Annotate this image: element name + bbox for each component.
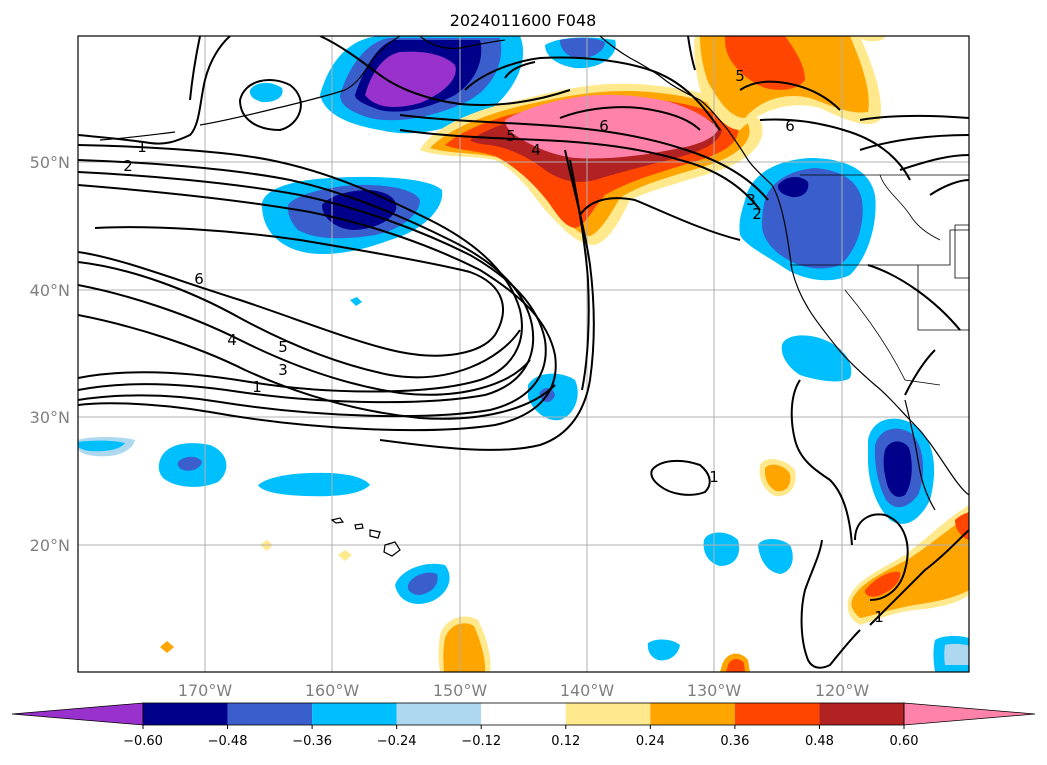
colorbar-swatch bbox=[650, 703, 735, 725]
colorbar-extend-high bbox=[903, 702, 1036, 726]
colorbar-swatch bbox=[734, 703, 820, 725]
contour-label: 6 bbox=[599, 117, 609, 135]
latitude-labels: 50°N 40°N 30°N 20°N bbox=[30, 153, 70, 555]
contour-labels: 1 2 6 4 5 3 1 5 4 6 5 6 3 2 1 1 bbox=[123, 67, 884, 626]
colorbar-tick-label: 0.60 bbox=[890, 734, 919, 749]
colorbar-ticks: −0.60 −0.48 −0.36 −0.24 −0.12 0.12 0.24 0.36 0.4… bbox=[123, 725, 918, 749]
contour-label: 2 bbox=[123, 157, 133, 175]
colorbar-tick-label: 0.36 bbox=[720, 734, 749, 749]
lon-label-130w: 130°W bbox=[687, 681, 742, 700]
contour-label: 1 bbox=[709, 468, 719, 486]
colorbar-tick-label: −0.36 bbox=[292, 734, 332, 749]
colorbar-swatch bbox=[312, 703, 397, 725]
colorbar-swatch bbox=[227, 703, 313, 725]
lat-label-30n: 30°N bbox=[30, 408, 70, 427]
contour-label: 1 bbox=[252, 378, 262, 396]
contour-label: 5 bbox=[278, 338, 288, 356]
colorbar-tick-label: −0.60 bbox=[123, 734, 163, 749]
contour-label: 6 bbox=[194, 270, 204, 288]
colorbar-tick-label: −0.24 bbox=[377, 734, 417, 749]
map-area: 1 2 6 4 5 3 1 5 4 6 5 6 3 2 1 1 bbox=[78, 36, 969, 672]
contour-label: 4 bbox=[227, 331, 237, 349]
graticule bbox=[78, 36, 969, 672]
colorbar-swatch bbox=[481, 703, 566, 725]
colorbar-tick-label: 0.12 bbox=[551, 734, 580, 749]
colorbar-tick-label: 0.48 bbox=[805, 734, 834, 749]
contour-label: 5 bbox=[506, 127, 516, 145]
colorbar-swatch bbox=[143, 703, 228, 725]
colorbar-tick-label: −0.12 bbox=[461, 734, 501, 749]
contour-label: 6 bbox=[785, 117, 795, 135]
longitude-labels: 170°W 160°W 150°W 140°W 130°W 120°W bbox=[178, 681, 870, 700]
coastlines bbox=[99, 36, 969, 557]
map-frame bbox=[77, 35, 970, 673]
colorbar-swatch bbox=[819, 703, 904, 725]
contour-label: 5 bbox=[735, 67, 745, 85]
contour-label: 2 bbox=[752, 205, 762, 223]
contour-label: 3 bbox=[278, 361, 288, 379]
contour-label: 1 bbox=[874, 608, 884, 626]
colorbar-extend-low bbox=[11, 702, 144, 726]
contour-label: 4 bbox=[531, 141, 541, 159]
colorbar-swatches bbox=[11, 702, 1036, 726]
lat-label-50n: 50°N bbox=[30, 153, 70, 172]
colorbar-swatch bbox=[396, 703, 482, 725]
lon-label-160w: 160°W bbox=[305, 681, 360, 700]
contour-label: 3 bbox=[746, 191, 756, 209]
colorbar: −0.60 −0.48 −0.36 −0.24 −0.12 0.12 0.24 0.36 0.4… bbox=[11, 702, 1036, 749]
lon-label-140w: 140°W bbox=[560, 681, 615, 700]
colorbar-frame bbox=[142, 702, 905, 726]
colorbar-swatch bbox=[565, 703, 651, 725]
lon-label-120w: 120°W bbox=[815, 681, 870, 700]
colorbar-tick-label: −0.48 bbox=[208, 734, 248, 749]
contour-label: 1 bbox=[137, 138, 147, 156]
lat-label-40n: 40°N bbox=[30, 281, 70, 300]
figure-title: 2024011600 F048 bbox=[450, 11, 597, 30]
lat-label-20n: 20°N bbox=[30, 536, 70, 555]
lon-label-170w: 170°W bbox=[178, 681, 233, 700]
lon-label-150w: 150°W bbox=[433, 681, 488, 700]
contours bbox=[78, 36, 969, 669]
colorbar-tick-label: 0.24 bbox=[636, 734, 665, 749]
